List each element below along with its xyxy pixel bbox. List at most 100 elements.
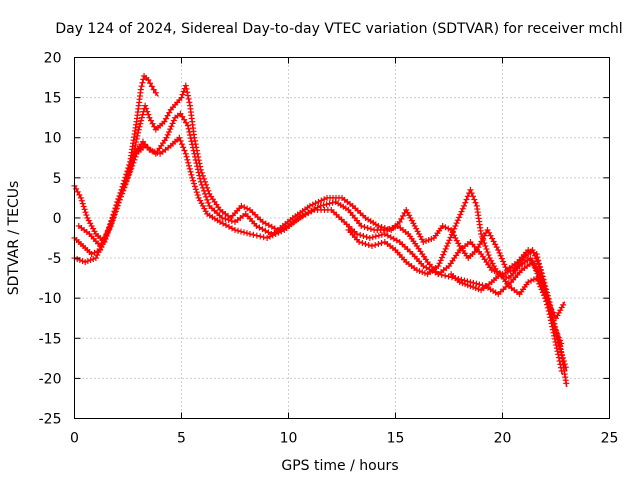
data-point (194, 150, 201, 157)
data-point (180, 144, 187, 151)
data-point (76, 191, 83, 198)
data-point (152, 89, 159, 96)
data-point (315, 198, 322, 205)
data-point (467, 186, 474, 193)
data-point (549, 317, 556, 324)
data-point (143, 105, 150, 112)
data-point (552, 326, 559, 333)
data-point (81, 206, 88, 213)
data-point (378, 223, 385, 230)
data-point (138, 114, 145, 121)
data-point (470, 284, 477, 291)
data-point (127, 163, 134, 170)
data-point (168, 123, 175, 130)
data-point (135, 129, 142, 136)
data-point (151, 123, 158, 130)
y-tick-label: -5 (48, 251, 62, 267)
data-point (467, 283, 474, 290)
data-point (488, 267, 495, 274)
data-point (554, 331, 561, 338)
data-point (137, 86, 144, 93)
grid (74, 57, 610, 419)
data-point (440, 251, 447, 258)
data-point (179, 91, 186, 98)
data-point (257, 233, 264, 240)
data-point (107, 222, 114, 229)
data-point (190, 177, 197, 184)
data-point (473, 280, 480, 287)
data-point (149, 120, 156, 127)
data-point (240, 229, 247, 236)
y-tick-label: -20 (39, 371, 62, 387)
data-point (130, 151, 137, 158)
data-point (472, 285, 479, 292)
data-point (468, 190, 475, 197)
data-point (381, 224, 388, 231)
y-axis-label: SDTVAR / TECUs (6, 181, 22, 296)
data-point (139, 111, 146, 118)
data-point (185, 162, 192, 169)
data-point (481, 240, 488, 247)
data-point (92, 255, 99, 262)
data-point (87, 257, 94, 264)
data-point (449, 228, 456, 235)
data-point (435, 263, 442, 270)
data-point (181, 116, 188, 123)
data-point (234, 227, 241, 234)
data-point (479, 233, 486, 240)
data-point (122, 178, 129, 185)
data-point (183, 119, 190, 126)
data-point (264, 235, 271, 241)
data-point (362, 241, 369, 248)
data-point (170, 117, 177, 124)
data-point (183, 153, 190, 160)
data-point (396, 218, 403, 225)
data-point (428, 236, 435, 243)
data-point (121, 181, 128, 188)
ticks: 0 5 10 15 20 25 -25 -20 -15 -10 -5 0 5 10 15 20 (39, 51, 619, 447)
data-point (136, 123, 143, 130)
data-point (478, 230, 485, 237)
data-point (498, 255, 505, 262)
data-point (364, 224, 371, 231)
data-point (538, 277, 545, 284)
data-point (550, 320, 557, 327)
data-point (246, 230, 253, 237)
data-point (119, 187, 126, 194)
series-layer (71, 72, 570, 388)
data-point (94, 252, 101, 259)
data-point (184, 92, 191, 99)
data-point (420, 239, 427, 246)
data-point (419, 269, 426, 276)
data-point (501, 261, 508, 268)
data-point (138, 117, 145, 124)
data-point (453, 220, 460, 227)
data-point (237, 228, 244, 235)
data-point (184, 89, 191, 96)
data-point (495, 247, 502, 254)
data-point (539, 280, 546, 287)
data-point (131, 148, 138, 155)
data-point (416, 268, 423, 275)
data-point (244, 205, 251, 212)
data-point (114, 202, 121, 209)
data-point (108, 220, 115, 227)
data-point (451, 225, 458, 232)
data-point (538, 286, 545, 293)
data-point (219, 214, 226, 221)
data-point (413, 267, 420, 274)
data-point (182, 82, 189, 89)
data-point (77, 194, 84, 201)
data-point (556, 337, 563, 344)
data-point (560, 301, 567, 308)
data-point (375, 241, 382, 248)
series-trace-e (345, 186, 565, 347)
data-point (138, 83, 145, 90)
data-point (452, 222, 459, 229)
data-point (148, 83, 155, 90)
data-point (528, 248, 535, 255)
data-point (456, 279, 463, 286)
data-point (128, 160, 135, 167)
data-point (447, 234, 454, 241)
data-point (78, 197, 85, 204)
